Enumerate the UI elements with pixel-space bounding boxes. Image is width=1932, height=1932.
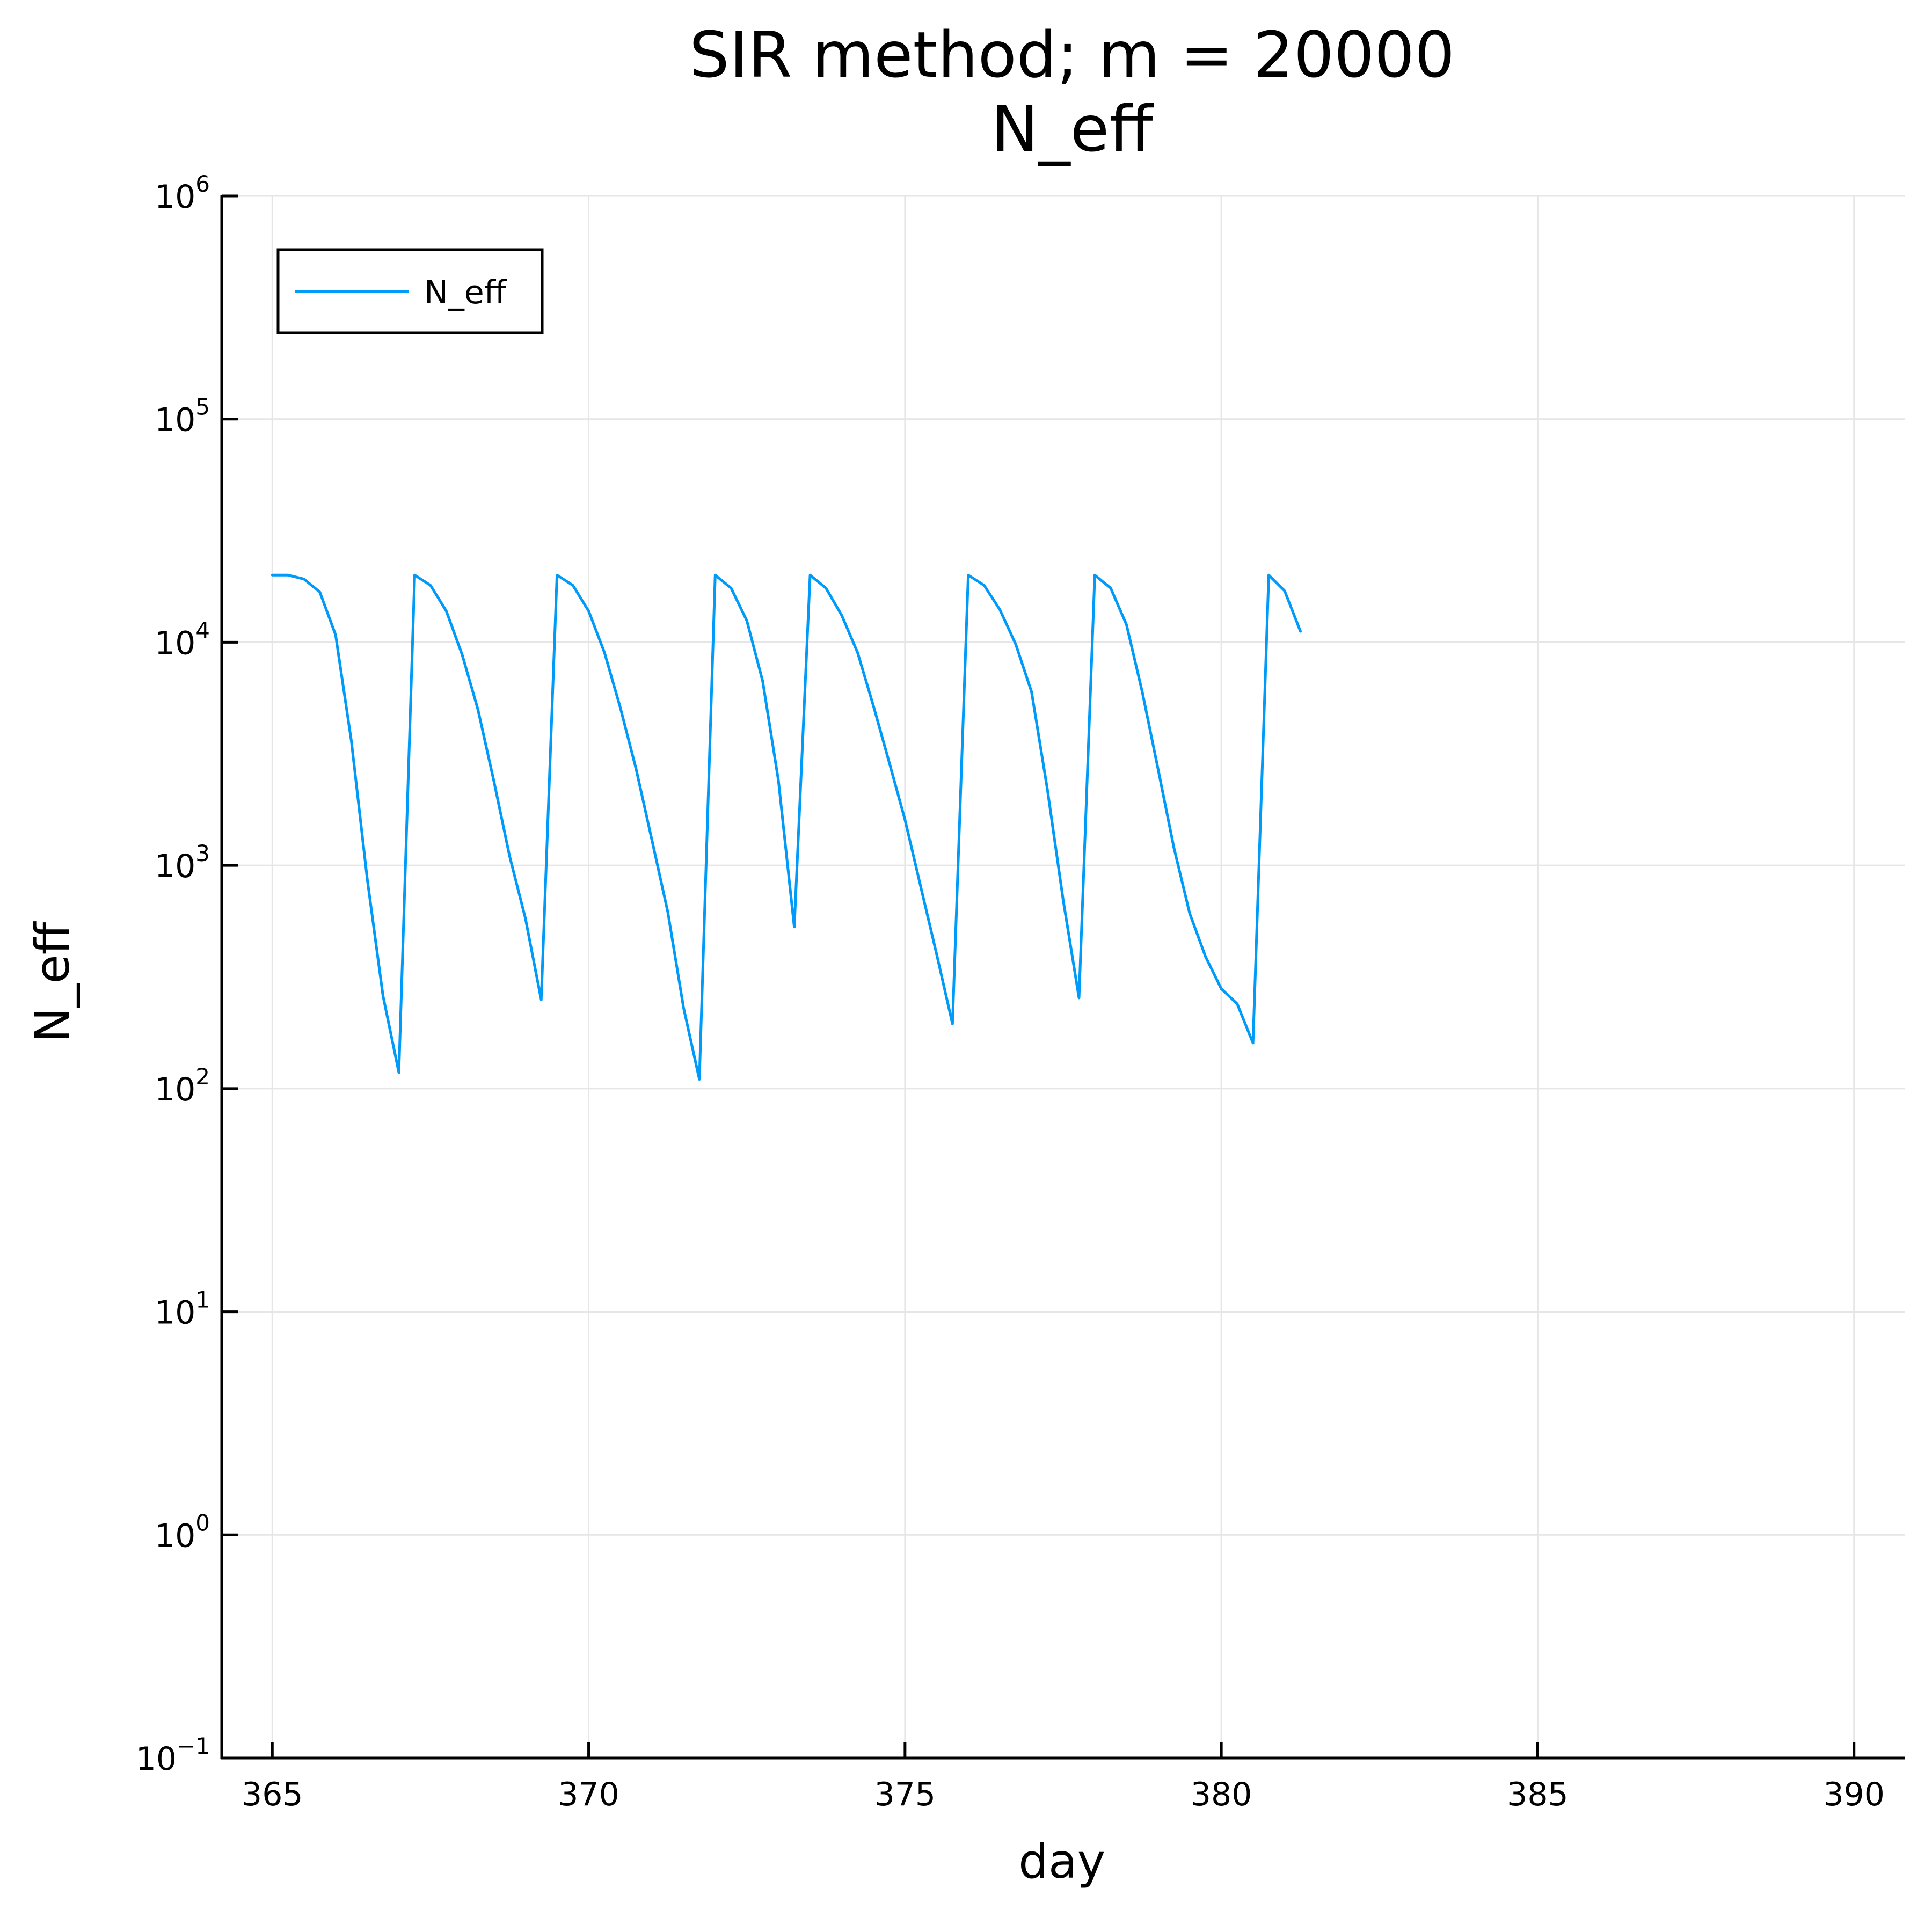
chart-title: SIR method; m = 20000 bbox=[689, 18, 1455, 92]
y-tick-exponent-2: 1 bbox=[195, 1287, 210, 1313]
x-tick-label-385: 385 bbox=[1507, 1776, 1569, 1813]
y-tick-base-1: 10 bbox=[155, 1517, 195, 1555]
y-tick-exponent-4: 3 bbox=[195, 840, 210, 866]
y-tick-exponent-7: 6 bbox=[195, 171, 210, 197]
series-layer bbox=[271, 573, 1302, 1081]
y-tick-label-0: 10−1 bbox=[136, 1733, 210, 1778]
y-tick-label-6: 105 bbox=[155, 394, 210, 439]
y-axis-label: N_eff bbox=[25, 921, 80, 1042]
y-tick-label-2: 101 bbox=[155, 1287, 210, 1332]
y-tick-base-5: 10 bbox=[155, 624, 195, 662]
y-tick-exponent-0: −1 bbox=[177, 1733, 210, 1759]
y-tick-base-4: 10 bbox=[155, 848, 195, 885]
x-tick-label-375: 375 bbox=[874, 1776, 936, 1813]
y-tick-base-2: 10 bbox=[155, 1294, 195, 1332]
y-tick-base-0: 10 bbox=[136, 1740, 177, 1778]
y-tick-label-5: 104 bbox=[155, 617, 210, 662]
x-tick-label-390: 390 bbox=[1823, 1776, 1885, 1813]
y-tick-exponent-6: 5 bbox=[195, 394, 210, 420]
y-tick-base-7: 10 bbox=[155, 178, 195, 216]
x-tick-label-365: 365 bbox=[242, 1776, 303, 1813]
y-tick-base-3: 10 bbox=[155, 1071, 195, 1109]
x-axis-label: day bbox=[1018, 1834, 1105, 1889]
y-tick-label-7: 106 bbox=[155, 171, 210, 216]
legend-entry-n-eff: N_eff bbox=[424, 274, 507, 311]
chart-subtitle: N_eff bbox=[991, 92, 1154, 166]
grid bbox=[222, 195, 1905, 1759]
legend: N_eff bbox=[276, 248, 544, 334]
y-tick-exponent-5: 4 bbox=[195, 617, 210, 643]
y-tick-label-1: 100 bbox=[155, 1510, 210, 1555]
y-tick-label-4: 103 bbox=[155, 840, 210, 885]
x-tick-label-370: 370 bbox=[558, 1776, 619, 1813]
x-ticks: 365 370 375 380 385 390 bbox=[242, 1742, 1885, 1813]
series-line-0 bbox=[271, 573, 1302, 1081]
x-tick-label-380: 380 bbox=[1191, 1776, 1252, 1813]
y-tick-base-6: 10 bbox=[155, 402, 195, 439]
y-tick-exponent-3: 2 bbox=[195, 1063, 210, 1090]
y-tick-label-3: 102 bbox=[155, 1063, 210, 1109]
y-tick-exponent-1: 0 bbox=[195, 1510, 210, 1536]
axes bbox=[220, 195, 1905, 1760]
